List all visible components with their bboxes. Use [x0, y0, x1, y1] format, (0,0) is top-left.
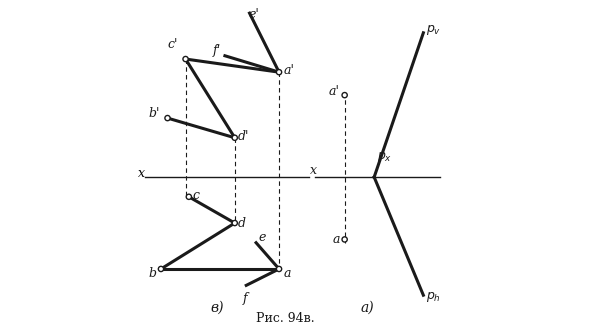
Text: f': f': [213, 44, 220, 57]
Text: x: x: [310, 164, 316, 177]
Text: x: x: [138, 167, 145, 180]
Text: e: e: [259, 231, 266, 244]
Text: $p_h$: $p_h$: [426, 290, 441, 304]
Text: f: f: [243, 292, 248, 305]
Text: c: c: [192, 189, 199, 202]
Text: в): в): [210, 301, 223, 315]
Text: e': e': [248, 8, 259, 21]
Text: d': d': [238, 130, 249, 143]
Text: b': b': [149, 107, 160, 120]
Circle shape: [342, 92, 347, 98]
Text: a': a': [283, 64, 294, 77]
Circle shape: [232, 135, 237, 140]
Text: b: b: [148, 267, 156, 280]
Circle shape: [183, 56, 188, 62]
Circle shape: [186, 194, 191, 199]
Circle shape: [277, 70, 281, 75]
Text: a': a': [329, 85, 339, 98]
Circle shape: [342, 237, 347, 242]
Text: d: d: [238, 216, 246, 230]
Text: Рис. 94в.: Рис. 94в.: [256, 312, 315, 325]
Circle shape: [277, 266, 281, 272]
Circle shape: [165, 115, 170, 121]
Circle shape: [232, 220, 237, 226]
Text: a: a: [283, 267, 291, 280]
Text: $p_x$: $p_x$: [377, 150, 392, 164]
Text: а): а): [361, 301, 374, 315]
Circle shape: [158, 266, 164, 272]
Text: a: a: [332, 233, 339, 246]
Text: c': c': [168, 38, 178, 51]
Text: $p_v$: $p_v$: [426, 23, 442, 36]
